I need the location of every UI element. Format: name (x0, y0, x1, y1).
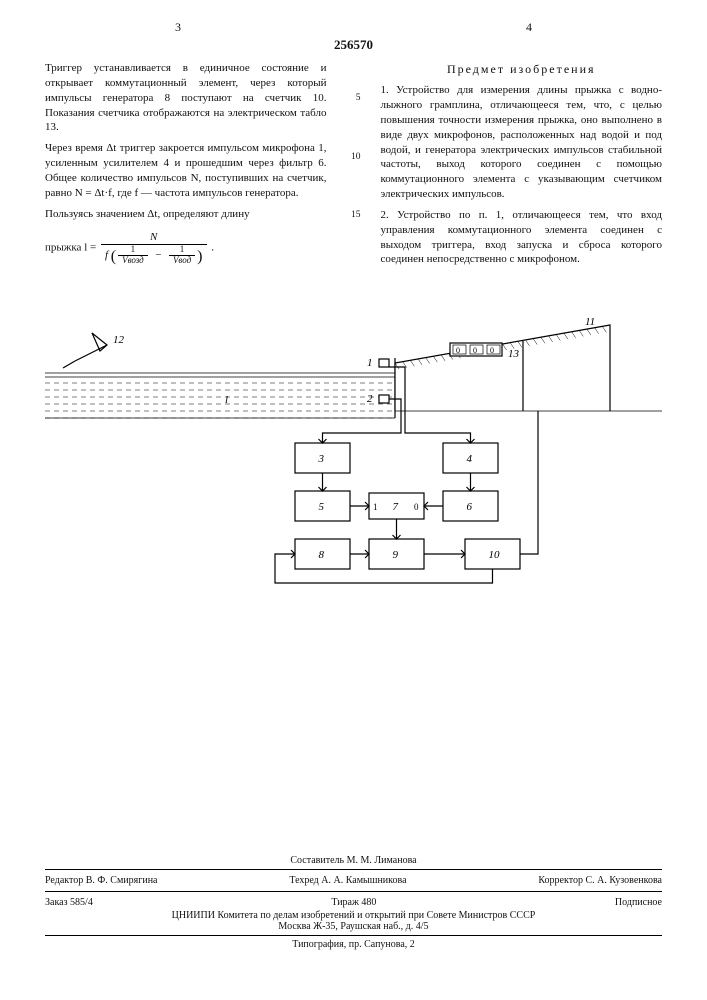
svg-text:6: 6 (467, 501, 473, 513)
claim-2: 2. Устройство по п. 1, отличающееся тем,… (381, 208, 663, 267)
svg-text:12: 12 (113, 334, 125, 346)
line-numbers: 51015 (347, 61, 361, 273)
formula-fraction: N f ( 1 Vвозд − 1 Vвод ) (101, 231, 207, 265)
tech-editor: Техред А. А. Камышникова (289, 875, 406, 886)
imprint-footer: Составитель М. М. Лиманова Редактор В. Ф… (45, 855, 662, 950)
claim-1: 1. Устройство для измерения длины прыжка… (381, 83, 663, 202)
svg-text:4: 4 (467, 453, 473, 465)
organization: ЦНИИПИ Комитета по делам изобретений и о… (45, 910, 662, 921)
left-p2: Через время Δt триггер закроется импульс… (45, 141, 327, 200)
frac-denominator: f ( 1 Vвозд − 1 Vвод ) (101, 245, 207, 266)
svg-text:0: 0 (473, 346, 477, 355)
page-num-left: 3 (175, 20, 181, 35)
corrector: Корректор С. А. Кузовенкова (538, 875, 662, 886)
svg-text:3: 3 (318, 453, 325, 465)
left-p1: Триггер устанавливается в единичное сост… (45, 61, 327, 135)
print-run: Тираж 480 (331, 897, 376, 908)
svg-text:11: 11 (585, 316, 595, 328)
diagram-svg: 12l12110001334567108910 (45, 303, 662, 593)
editor: Редактор В. Ф. Смирягина (45, 875, 158, 886)
compiler-line: Составитель М. М. Лиманова (45, 855, 662, 866)
svg-text:10: 10 (489, 549, 501, 561)
svg-text:7: 7 (393, 501, 399, 513)
frac-numerator: N (101, 231, 207, 244)
text-columns: Триггер устанавливается в единичное сост… (45, 61, 662, 273)
svg-text:0: 0 (414, 502, 419, 512)
page-num-right: 4 (526, 20, 532, 35)
subscription: Подписное (615, 897, 662, 908)
order-number: Заказ 585/4 (45, 897, 93, 908)
patent-number: 256570 (45, 37, 662, 53)
schematic-diagram: 12l12110001334567108910 (45, 303, 662, 593)
address: Москва Ж-35, Раушская наб., д. 4/5 (45, 921, 662, 932)
subject-heading: Предмет изобретения (381, 61, 663, 77)
svg-text:0: 0 (456, 346, 460, 355)
svg-text:0: 0 (490, 346, 494, 355)
svg-text:9: 9 (393, 549, 399, 561)
svg-text:13: 13 (508, 348, 520, 360)
left-p3a: Пользуясь значением Δt, определяют длину (45, 207, 327, 222)
formula-suffix: . (211, 242, 214, 254)
left-column: Триггер устанавливается в единичное сост… (45, 61, 327, 273)
svg-text:1: 1 (367, 357, 373, 369)
typography: Типография, пр. Сапунова, 2 (45, 939, 662, 950)
formula-prefix: прыжка l = (45, 242, 96, 254)
right-column: Предмет изобретения 1. Устройство для из… (381, 61, 663, 273)
svg-text:l: l (225, 394, 228, 406)
svg-text:1: 1 (373, 502, 378, 512)
jump-formula: прыжка l = N f ( 1 Vвозд − 1 Vвод ) (45, 231, 327, 265)
svg-text:5: 5 (319, 501, 325, 513)
svg-text:2: 2 (367, 393, 373, 405)
svg-text:8: 8 (319, 549, 325, 561)
